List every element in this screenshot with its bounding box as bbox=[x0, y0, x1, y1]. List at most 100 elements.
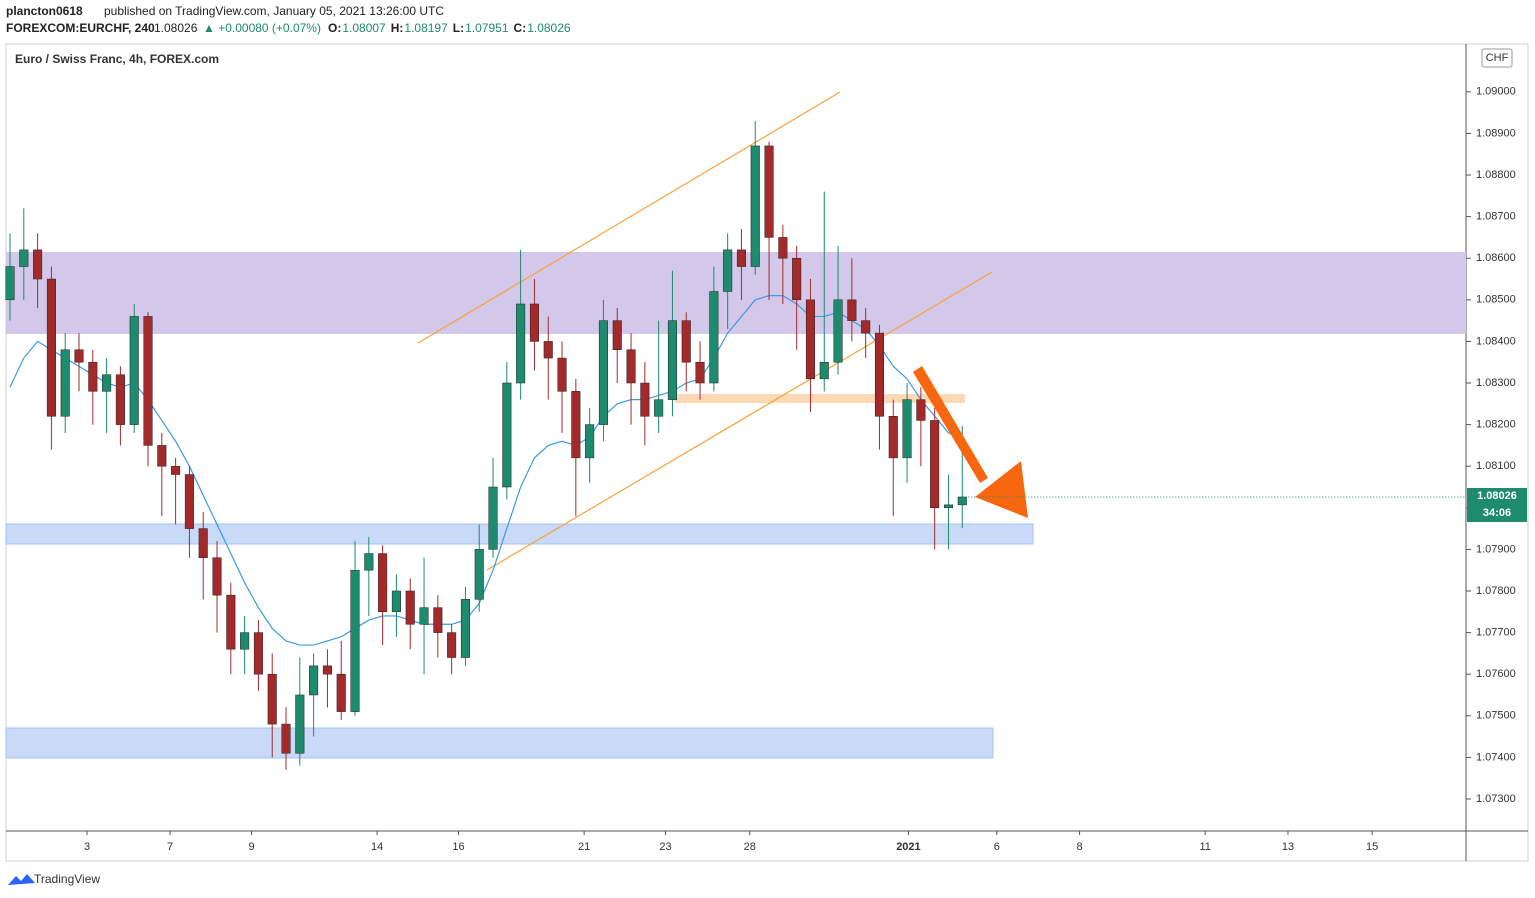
candle-body bbox=[19, 249, 29, 267]
ohlc: O: 1.08007 H: 1.08197 L: 1.07951 C: 1.08026 bbox=[328, 21, 571, 35]
candle-body bbox=[391, 590, 401, 613]
candle-body bbox=[626, 349, 636, 384]
candle-body bbox=[943, 504, 953, 509]
candle-body bbox=[405, 590, 415, 625]
candle-body bbox=[33, 249, 43, 280]
candle-body bbox=[502, 382, 512, 488]
candle-body bbox=[419, 607, 429, 625]
y-tick-label: 1.09000 bbox=[1476, 86, 1516, 98]
publisher: plancton0618 bbox=[6, 4, 83, 18]
logo bbox=[8, 874, 35, 885]
candle-body bbox=[888, 416, 898, 459]
chart-frame bbox=[5, 43, 1529, 862]
candle-body bbox=[930, 420, 940, 509]
ohlc-value: 1.08007 bbox=[342, 21, 386, 35]
candle-body bbox=[322, 665, 332, 675]
candle-body bbox=[88, 361, 98, 392]
currency: CHF bbox=[1486, 52, 1509, 64]
x-tick-label: 16 bbox=[452, 841, 464, 853]
candle-body bbox=[543, 341, 553, 359]
y-tick-label: 1.08500 bbox=[1476, 294, 1516, 306]
arrow-head bbox=[975, 461, 1028, 518]
candle-body bbox=[764, 145, 774, 238]
chart-title: Euro / Swiss Franc, 4h, FOREX.com bbox=[15, 52, 219, 66]
candle-body bbox=[488, 486, 498, 550]
candle-body bbox=[267, 673, 277, 725]
candle-body bbox=[460, 599, 470, 658]
published: published on TradingView.com, January 05… bbox=[104, 4, 444, 18]
candle-body bbox=[171, 465, 181, 475]
brand: TradingView bbox=[34, 872, 100, 886]
candle-body bbox=[654, 399, 664, 417]
y-tick-label: 1.08100 bbox=[1476, 460, 1516, 472]
price-label-box bbox=[1467, 487, 1527, 522]
candle-body bbox=[805, 299, 815, 380]
candle-body bbox=[723, 249, 733, 292]
candle-body bbox=[447, 632, 457, 658]
candle-body bbox=[309, 665, 319, 696]
x-tick-label: 28 bbox=[744, 841, 756, 853]
pivot-zone bbox=[675, 394, 965, 403]
x-tick-label: 6 bbox=[994, 841, 1000, 853]
candle-body bbox=[281, 723, 291, 754]
candle-body bbox=[226, 594, 236, 650]
candle-body bbox=[902, 399, 912, 459]
candle-body bbox=[74, 349, 84, 363]
support-zone-low bbox=[5, 727, 994, 759]
y-tick-label: 1.07900 bbox=[1476, 543, 1516, 555]
candle-body bbox=[60, 349, 70, 417]
x-tick-label: 11 bbox=[1199, 841, 1210, 853]
channel-top bbox=[417, 91, 841, 344]
y-tick-label: 1.07800 bbox=[1476, 585, 1516, 597]
y-tick-label: 1.08600 bbox=[1476, 252, 1516, 264]
candle-body bbox=[861, 320, 871, 334]
currency-box bbox=[1481, 48, 1513, 68]
change: ▲ +0.00080 (+0.07%) bbox=[203, 21, 321, 35]
candle-body bbox=[198, 528, 208, 558]
candle-body bbox=[433, 607, 443, 633]
resistance-zone bbox=[6, 252, 1466, 334]
candle-body bbox=[778, 237, 788, 259]
candle-body bbox=[129, 316, 139, 425]
y-tick-label: 1.07500 bbox=[1476, 710, 1516, 722]
ohlc-label: L: bbox=[453, 21, 464, 35]
candle-body bbox=[378, 553, 388, 613]
countdown: 34:06 bbox=[1483, 507, 1511, 519]
y-tick-label: 1.07400 bbox=[1476, 751, 1516, 763]
candle-body bbox=[516, 303, 526, 384]
candle-body bbox=[529, 303, 539, 342]
y-tick-label: 1.08700 bbox=[1476, 211, 1516, 223]
support-zone bbox=[5, 523, 1034, 545]
ohlc-value: 1.07951 bbox=[465, 21, 509, 35]
candle-body bbox=[157, 445, 167, 467]
y-tick-label: 1.08400 bbox=[1476, 335, 1516, 347]
candle-body bbox=[612, 320, 622, 350]
candle-body bbox=[240, 632, 250, 650]
y-tick-label: 1.07600 bbox=[1476, 668, 1516, 680]
candle-body bbox=[295, 694, 305, 754]
x-tick-label: 2021 bbox=[896, 841, 920, 853]
channel-bottom bbox=[486, 271, 993, 571]
candle-body bbox=[736, 249, 746, 267]
x-tick-label: 8 bbox=[1077, 841, 1083, 853]
last-price: 1.08026 bbox=[154, 21, 198, 35]
x-tick-label: 9 bbox=[248, 841, 254, 853]
x-tick-label: 23 bbox=[659, 841, 671, 853]
candle-body bbox=[557, 357, 567, 392]
candle-body bbox=[143, 316, 153, 446]
candle-body bbox=[667, 320, 677, 400]
candle-body bbox=[115, 374, 125, 425]
plot bbox=[5, 120, 967, 770]
candle-body bbox=[792, 257, 802, 301]
candle-body bbox=[709, 291, 719, 384]
ohlc-value: 1.08026 bbox=[527, 21, 571, 35]
candle-body bbox=[46, 278, 56, 417]
candle-body bbox=[102, 374, 112, 392]
ohlc-label: H: bbox=[391, 21, 404, 35]
candle-body bbox=[750, 145, 760, 267]
candle-body bbox=[681, 320, 691, 363]
x-tick-label: 7 bbox=[167, 841, 173, 853]
candle-body bbox=[695, 361, 705, 384]
